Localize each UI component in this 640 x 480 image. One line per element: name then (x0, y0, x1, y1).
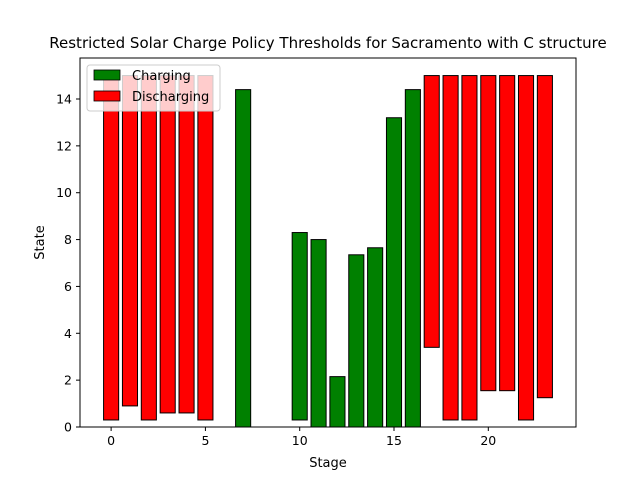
x-tick-label: 10 (292, 433, 308, 448)
bar-charging-14 (367, 247, 384, 428)
y-tick-label: 2 (64, 373, 72, 388)
bar-discharging-19 (461, 75, 478, 421)
legend-label-charging: Charging (132, 69, 191, 84)
x-tick-label: 20 (480, 433, 496, 448)
bar-charging-13 (348, 254, 365, 428)
bar-discharging-22 (517, 75, 535, 421)
y-tick-label: 4 (64, 326, 72, 341)
bar-discharging-23 (536, 75, 553, 399)
y-axis-title: State (33, 225, 48, 259)
bar-charging-15 (385, 117, 403, 428)
bar-discharging-20 (480, 75, 497, 392)
legend-label-discharging: Discharging (132, 90, 209, 105)
bar-discharging-0 (103, 75, 120, 421)
y-tick-label: 10 (56, 185, 72, 200)
bars-layer (103, 75, 553, 428)
bar-charging-16 (404, 89, 421, 428)
x-tick-label: 5 (201, 433, 209, 448)
bar-discharging-5 (197, 75, 214, 421)
bar-discharging-3 (159, 75, 176, 414)
x-axis-title: Stage (309, 456, 347, 471)
bar-discharging-21 (499, 75, 516, 392)
bar-charging-11 (310, 239, 327, 428)
legend-swatch-discharging (93, 90, 121, 102)
bar-discharging-18 (442, 75, 459, 421)
axes-frame (79, 57, 577, 428)
y-tick-label: 0 (64, 420, 72, 435)
legend: Charging Discharging (86, 64, 221, 112)
x-tick-label: 0 (107, 433, 115, 448)
bar-discharging-1 (121, 75, 139, 407)
chart-title: Restricted Solar Charge Policy Threshold… (49, 34, 606, 52)
y-tick-label: 14 (56, 92, 72, 107)
legend-swatch-charging (93, 69, 121, 81)
y-tick-label: 12 (56, 138, 72, 153)
y-tick-label: 8 (64, 232, 72, 247)
bar-charging-10 (291, 232, 308, 421)
bar-discharging-2 (140, 75, 157, 421)
y-tick-label: 6 (64, 279, 72, 294)
bar-discharging-17 (423, 75, 440, 348)
bar-charging-12 (329, 376, 346, 428)
bar-discharging-4 (178, 75, 195, 414)
bar-charging-7 (235, 89, 252, 428)
y-axis-ticks: 0 2 4 6 8 10 12 14 (56, 92, 80, 435)
x-tick-label: 15 (386, 433, 402, 448)
x-axis-ticks: 0 5 10 15 20 (107, 427, 496, 448)
